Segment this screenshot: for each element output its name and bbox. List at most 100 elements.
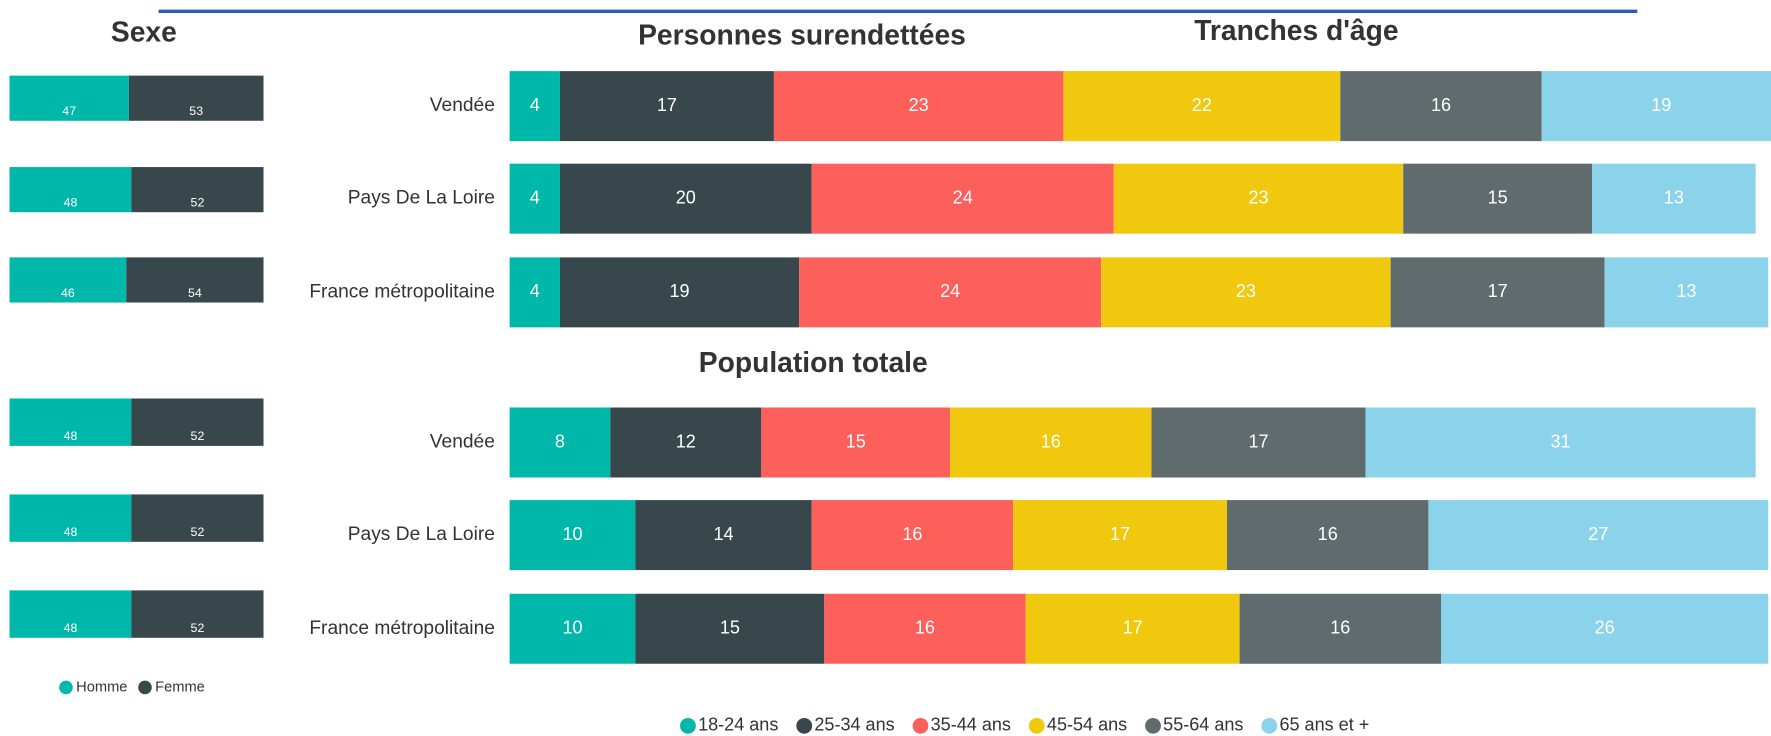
value-label: 23 bbox=[1236, 281, 1256, 301]
value-label: 24 bbox=[953, 187, 973, 207]
legend-label: 18-24 ans bbox=[698, 715, 778, 735]
bar-segment bbox=[1604, 257, 1769, 328]
value-label: 46 bbox=[61, 286, 75, 300]
bar-segment bbox=[509, 500, 636, 571]
value-label: 48 bbox=[64, 525, 78, 539]
bar-segment bbox=[9, 75, 129, 121]
bar-segment bbox=[1151, 407, 1366, 478]
bar-segment bbox=[610, 407, 762, 478]
value-label: 13 bbox=[1676, 281, 1696, 301]
value-label: 15 bbox=[1488, 187, 1508, 207]
value-label: 10 bbox=[562, 524, 582, 544]
legend-label: 65 ans et + bbox=[1279, 715, 1369, 735]
bar-segment bbox=[131, 494, 264, 542]
bar-segment bbox=[811, 500, 1014, 571]
value-label: 16 bbox=[1318, 524, 1338, 544]
category-label: Pays De La Loire bbox=[348, 188, 495, 209]
value-label: 19 bbox=[669, 281, 689, 301]
value-label: 15 bbox=[846, 431, 866, 451]
value-label: 10 bbox=[562, 618, 582, 638]
legend-label: Femme bbox=[155, 679, 205, 695]
value-label: 47 bbox=[62, 104, 76, 118]
bar-segment bbox=[1227, 500, 1429, 571]
value-label: 16 bbox=[902, 524, 922, 544]
bar-segment bbox=[1390, 257, 1605, 328]
value-label: 27 bbox=[1588, 524, 1608, 544]
bar-segment bbox=[635, 500, 812, 571]
bar-segment bbox=[1541, 71, 1771, 142]
bar-segment bbox=[1340, 71, 1542, 142]
bar-segment bbox=[1592, 163, 1756, 234]
bar-segment bbox=[509, 593, 636, 664]
bar-segment bbox=[131, 590, 264, 638]
value-label: 16 bbox=[915, 618, 935, 638]
bar-segment bbox=[1239, 593, 1441, 664]
category-label: France métropolitaine bbox=[309, 618, 495, 639]
legend-label: 35-44 ans bbox=[931, 715, 1011, 735]
category-label: Vendée bbox=[430, 95, 495, 116]
bar-segment bbox=[811, 163, 1114, 234]
value-label: 16 bbox=[1330, 618, 1350, 638]
bar-segment bbox=[1101, 257, 1391, 328]
value-label: 4 bbox=[530, 95, 540, 115]
bar-segment bbox=[635, 593, 825, 664]
value-label: 12 bbox=[676, 431, 696, 451]
bar-segment bbox=[1365, 407, 1756, 478]
bar-segment bbox=[131, 398, 264, 446]
bar-segment bbox=[1428, 500, 1769, 571]
value-label: 48 bbox=[64, 195, 78, 209]
bar-segment bbox=[773, 71, 1064, 142]
bar-segment bbox=[509, 257, 560, 328]
value-label: 53 bbox=[189, 104, 203, 118]
bar-segment bbox=[1063, 71, 1341, 142]
value-label: 23 bbox=[1248, 187, 1268, 207]
header-title: Tranches d'âge bbox=[1194, 14, 1398, 46]
value-label: 17 bbox=[1488, 281, 1508, 301]
bar-segment bbox=[761, 407, 951, 478]
value-label: 15 bbox=[720, 618, 740, 638]
bar-segment bbox=[509, 407, 611, 478]
bar-segment bbox=[9, 494, 132, 542]
bar-segment bbox=[824, 593, 1026, 664]
value-label: 14 bbox=[714, 524, 734, 544]
value-label: 22 bbox=[1192, 95, 1212, 115]
value-label: 54 bbox=[188, 286, 202, 300]
legend-label: 55-64 ans bbox=[1163, 715, 1243, 735]
chart-title: Personnes surendettées bbox=[638, 19, 966, 51]
legend-swatch bbox=[1261, 717, 1278, 734]
value-label: 26 bbox=[1595, 618, 1615, 638]
bar-segment bbox=[559, 257, 800, 328]
value-label: 13 bbox=[1664, 187, 1684, 207]
value-label: 4 bbox=[530, 281, 540, 301]
legend-swatch bbox=[59, 680, 73, 695]
bar-segment bbox=[559, 71, 774, 142]
category-label: France métropolitaine bbox=[309, 281, 495, 302]
value-label: 16 bbox=[1431, 95, 1451, 115]
bar-segment bbox=[950, 407, 1152, 478]
bar-segment bbox=[1440, 593, 1769, 664]
value-label: 52 bbox=[191, 195, 205, 209]
value-label: 17 bbox=[1123, 618, 1143, 638]
legend-swatch bbox=[138, 680, 152, 695]
legend-swatch bbox=[1028, 717, 1045, 734]
value-label: 16 bbox=[1041, 431, 1061, 451]
bar-segment bbox=[509, 71, 560, 142]
legend-label: 45-54 ans bbox=[1047, 715, 1127, 735]
bar-segment bbox=[9, 167, 132, 213]
value-label: 48 bbox=[64, 621, 78, 635]
chart-title: Sexe bbox=[111, 15, 177, 47]
value-label: 52 bbox=[191, 621, 205, 635]
value-label: 17 bbox=[1110, 524, 1130, 544]
bar-segment bbox=[1113, 163, 1404, 234]
bar-segment bbox=[9, 257, 127, 303]
legend-swatch bbox=[796, 717, 813, 734]
value-label: 19 bbox=[1651, 95, 1671, 115]
value-label: 24 bbox=[940, 281, 960, 301]
category-label: Pays De La Loire bbox=[348, 524, 495, 545]
bar-segment bbox=[509, 163, 560, 234]
legend-label: 25-34 ans bbox=[814, 715, 894, 735]
value-label: 8 bbox=[555, 431, 565, 451]
bar-segment bbox=[799, 257, 1102, 328]
